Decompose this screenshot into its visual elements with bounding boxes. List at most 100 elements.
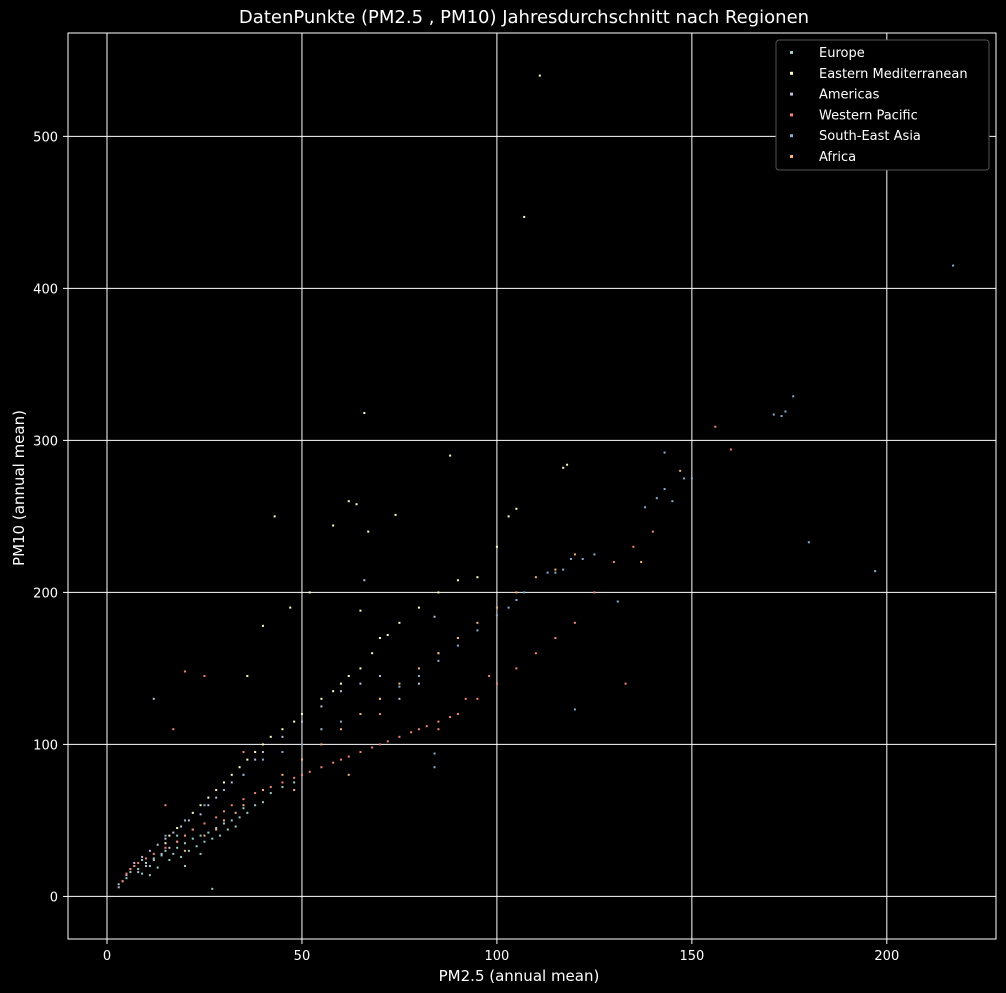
data-point	[261, 743, 264, 746]
plot-area	[67, 32, 997, 940]
legend: Europe Eastern Mediterranean Americas Weste…	[775, 39, 990, 171]
data-point	[183, 865, 186, 868]
data-point	[117, 883, 120, 886]
data-point	[394, 513, 397, 516]
data-point	[456, 713, 459, 716]
x-tick-label: 50	[294, 949, 311, 964]
data-point	[573, 621, 576, 624]
data-point	[433, 766, 436, 769]
data-point	[554, 571, 557, 574]
data-point	[663, 451, 666, 454]
data-point	[300, 773, 303, 776]
data-point	[172, 831, 175, 834]
data-point	[242, 773, 245, 776]
data-point	[398, 621, 401, 624]
data-point	[347, 755, 350, 758]
data-point	[671, 500, 674, 503]
data-point	[254, 804, 257, 807]
data-point	[187, 849, 190, 852]
data-point	[261, 801, 264, 804]
data-point	[269, 785, 272, 788]
data-point	[164, 837, 167, 840]
data-point	[234, 825, 237, 828]
legend-marker	[790, 134, 793, 138]
data-point	[222, 789, 225, 792]
data-point	[203, 822, 206, 825]
data-point	[176, 827, 179, 830]
data-point	[359, 751, 362, 754]
data-point	[515, 667, 518, 670]
data-point	[456, 579, 459, 582]
data-point	[191, 811, 194, 814]
data-point	[476, 576, 479, 579]
data-point	[207, 796, 210, 799]
data-point	[191, 837, 194, 840]
data-point	[203, 804, 206, 807]
data-point	[187, 819, 190, 822]
data-point	[363, 412, 366, 415]
data-point	[562, 466, 565, 469]
data-point	[566, 463, 569, 466]
data-point	[417, 682, 420, 685]
data-point	[117, 886, 120, 889]
data-point	[273, 515, 276, 518]
data-point	[176, 834, 179, 837]
data-point	[320, 705, 323, 708]
data-point	[152, 697, 155, 700]
data-point	[339, 728, 342, 731]
data-point	[332, 524, 335, 527]
data-point	[207, 831, 210, 834]
data-point	[281, 751, 284, 754]
data-point	[242, 751, 245, 754]
data-point	[246, 675, 249, 678]
data-point	[359, 682, 362, 685]
data-point	[137, 861, 140, 864]
data-point	[261, 751, 264, 754]
data-point	[495, 682, 498, 685]
data-point	[339, 758, 342, 761]
data-point	[172, 852, 175, 855]
data-point	[199, 834, 202, 837]
data-point	[281, 781, 284, 784]
data-point	[300, 758, 303, 761]
data-point	[679, 469, 682, 472]
data-point	[199, 813, 202, 816]
legend-marker	[790, 71, 793, 75]
data-point	[261, 789, 264, 792]
data-point	[137, 868, 140, 871]
data-point	[191, 828, 194, 831]
data-point	[183, 834, 186, 837]
data-point	[308, 591, 311, 594]
legend-item-label: Americas	[819, 88, 880, 103]
data-point	[347, 500, 350, 503]
data-point	[141, 858, 144, 861]
data-point	[137, 871, 140, 874]
data-point	[410, 731, 413, 734]
data-point	[378, 743, 381, 746]
data-point	[347, 773, 350, 776]
data-point	[332, 761, 335, 764]
data-point	[624, 682, 627, 685]
data-point	[417, 728, 420, 731]
data-point	[133, 865, 136, 868]
legend-item-label: Africa	[819, 150, 856, 165]
data-point	[320, 697, 323, 700]
data-point	[222, 822, 225, 825]
data-point	[464, 697, 467, 700]
legend-marker	[790, 113, 793, 117]
data-point	[784, 410, 787, 413]
data-point	[269, 792, 272, 795]
data-point	[300, 713, 303, 716]
data-point	[339, 690, 342, 693]
data-point	[339, 720, 342, 723]
data-point	[199, 852, 202, 855]
data-point	[546, 571, 549, 574]
data-point	[281, 728, 284, 731]
data-point	[246, 811, 249, 814]
data-point	[554, 637, 557, 640]
data-point	[308, 770, 311, 773]
data-point	[281, 773, 284, 776]
data-point	[222, 781, 225, 784]
legend-marker	[790, 51, 793, 54]
data-point	[269, 735, 272, 738]
